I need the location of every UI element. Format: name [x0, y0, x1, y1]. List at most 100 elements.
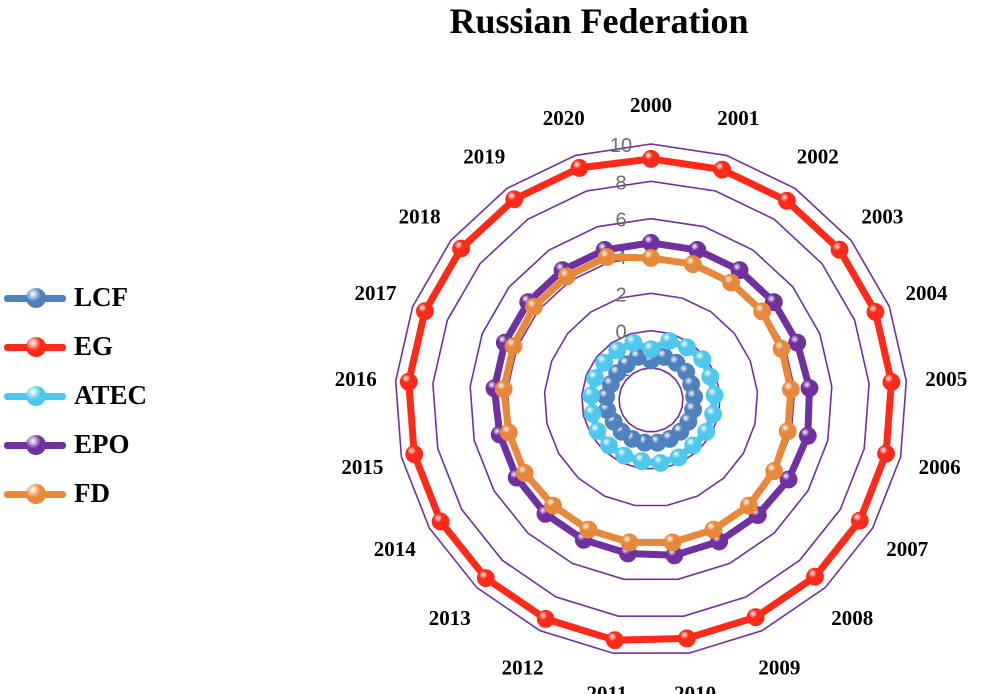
grid-ring [432, 180, 870, 618]
data-point [600, 436, 618, 455]
data-point [405, 445, 424, 464]
category-label: 2001 [717, 106, 759, 130]
data-point [779, 470, 798, 489]
data-point [740, 496, 758, 515]
data-point [730, 261, 749, 280]
category-label: 2010 [674, 682, 716, 694]
data-point [431, 512, 450, 531]
data-point [557, 267, 576, 286]
category-label: 2011 [586, 682, 627, 694]
legend-marker [26, 386, 46, 406]
data-point [778, 422, 797, 441]
data-point [850, 511, 869, 530]
data-point [697, 422, 716, 441]
data-point [753, 302, 771, 321]
data-point [782, 380, 800, 399]
data-point [866, 302, 885, 321]
data-point [806, 567, 824, 586]
radial-tick-label: 6 [615, 210, 626, 232]
data-point [499, 423, 518, 442]
data-point [579, 520, 598, 539]
radial-tick-label: 0 [615, 322, 626, 344]
data-point [693, 350, 712, 369]
series-line [587, 337, 719, 467]
radial-tick-label: 2 [615, 284, 626, 306]
data-point [494, 380, 513, 398]
data-point [642, 149, 660, 168]
category-label: 2008 [831, 606, 873, 630]
grid-ring [581, 329, 721, 470]
data-point [764, 293, 783, 312]
series-epo [485, 233, 819, 565]
category-label: 2018 [399, 204, 441, 228]
grid-ring [469, 217, 833, 581]
category-label: 2013 [429, 606, 471, 630]
data-point [586, 369, 604, 388]
radar-grid [394, 143, 908, 654]
category-label: 2016 [335, 367, 377, 391]
data-point [476, 569, 495, 587]
data-point [642, 248, 660, 267]
data-point [669, 448, 688, 467]
legend-label: ATEC [74, 380, 148, 410]
legend-label: FD [74, 478, 110, 508]
data-point [504, 337, 523, 355]
data-point [798, 426, 817, 445]
series-fd [494, 248, 800, 552]
data-point [684, 436, 702, 455]
category-label: 2014 [374, 537, 417, 561]
data-point [415, 302, 434, 321]
category-labels: 2000 2001 2002 2003 2004 2005 2006 2007 2008 2009… [335, 93, 967, 694]
data-point [632, 452, 651, 471]
series-line [405, 155, 895, 644]
grid-ring [618, 367, 684, 433]
data-point [525, 297, 543, 316]
radial-tick-label: 10 [610, 135, 632, 157]
category-label: 2009 [758, 656, 800, 680]
data-point [678, 338, 696, 357]
legend-label: EPO [74, 429, 130, 459]
data-point [598, 248, 616, 266]
data-point [642, 233, 660, 252]
data-point [608, 341, 627, 360]
category-label: 2012 [502, 656, 544, 680]
data-point [882, 373, 901, 391]
series-eg [399, 149, 901, 650]
data-point [505, 190, 524, 209]
data-point [595, 353, 613, 372]
data-point [704, 405, 722, 424]
data-point [583, 404, 602, 423]
category-label: 2000 [630, 93, 672, 117]
legend-marker [26, 337, 46, 357]
data-point [713, 160, 731, 179]
chart-title: Russian Federation [449, 1, 749, 41]
data-point [605, 631, 624, 650]
data-point [536, 610, 555, 628]
series-atec [582, 331, 724, 472]
data-point [663, 533, 682, 552]
data-point [701, 367, 720, 386]
category-label: 2020 [543, 106, 585, 130]
data-point [620, 533, 639, 552]
legend-label: EG [74, 331, 114, 361]
category-label: 2003 [861, 204, 903, 228]
data-point [651, 454, 670, 472]
legend-marker [26, 288, 46, 308]
radial-tick-label: 8 [615, 172, 626, 194]
data-point [582, 386, 601, 405]
data-point [642, 340, 660, 359]
grid-ring [543, 292, 759, 507]
data-point [704, 520, 723, 539]
category-label: 2006 [919, 455, 961, 479]
series-layer [399, 149, 901, 650]
data-point [765, 462, 783, 481]
data-point [570, 158, 589, 177]
data-point [399, 372, 418, 391]
category-label: 2004 [906, 281, 949, 305]
data-point [772, 339, 791, 358]
data-point [452, 239, 471, 258]
series-line [490, 239, 813, 559]
data-point [746, 608, 765, 627]
category-label: 2015 [341, 455, 383, 479]
